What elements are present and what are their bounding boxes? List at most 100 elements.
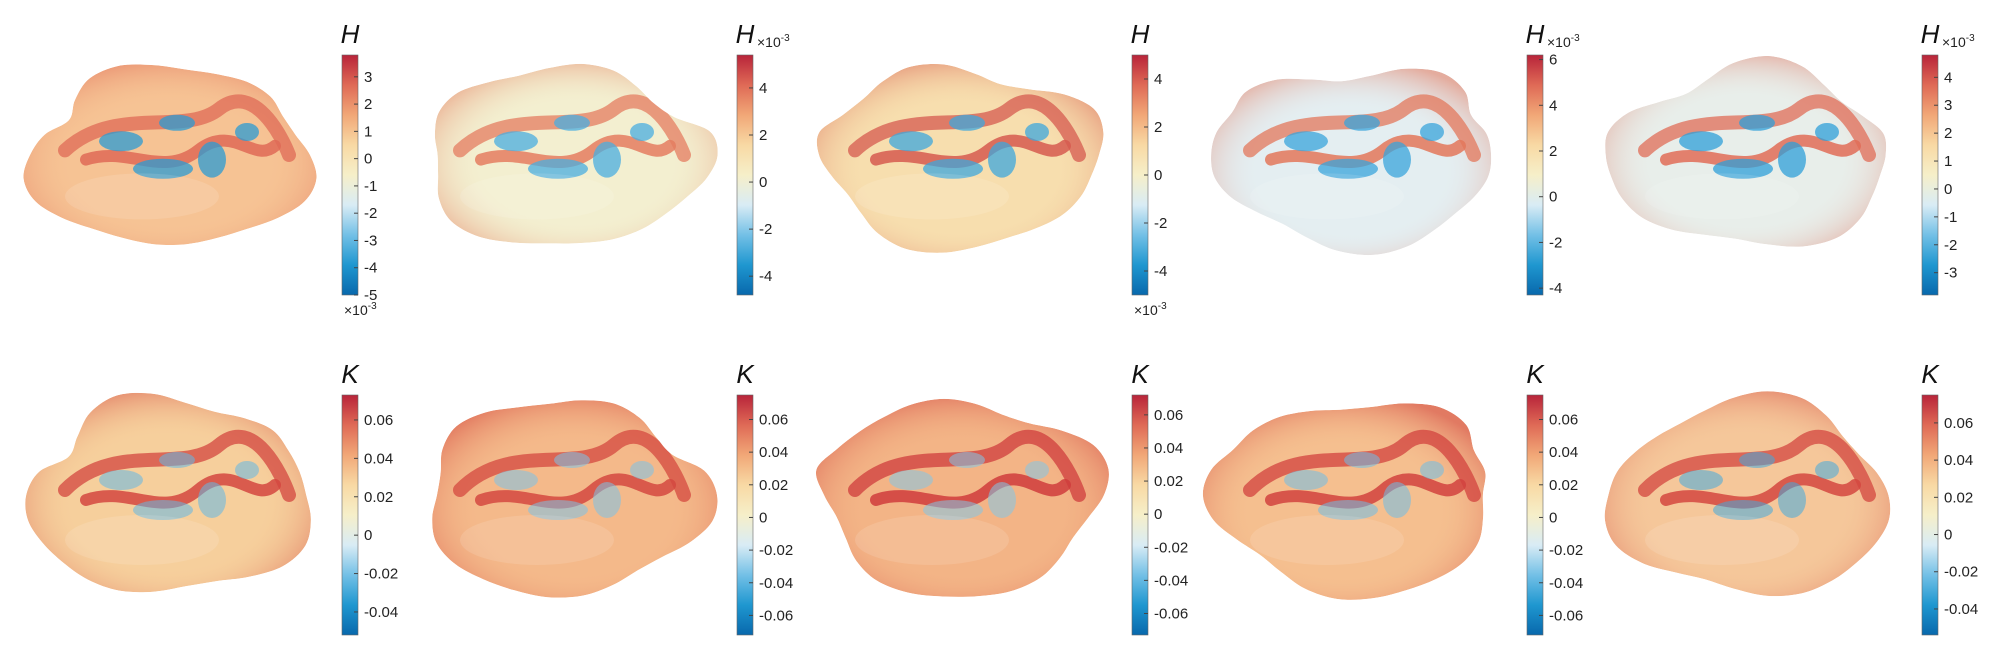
colorbar-tick-label: -4 [759, 268, 772, 285]
colorbar-gradient [341, 394, 359, 636]
colorbar-tick-label: 0.06 [1944, 415, 1973, 432]
colorbar-tick-label: 2 [1549, 143, 1557, 160]
tooth-surface [1604, 391, 1891, 597]
panel-h-1: H 3 2 1 0 -1 -2 -3 -4 -5×10-3 [23, 19, 377, 318]
colorbar-gradient [341, 54, 359, 296]
colorbar-title: H [341, 19, 360, 49]
panel-h-5: H 4 3 2 1 0 -1 -2 -3 ×10-3 [1605, 19, 1975, 296]
colorbar-tick-label: 1 [364, 123, 372, 140]
colorbar-tick-label: -0.02 [364, 566, 398, 583]
colorbar-tick-label: -2 [1549, 234, 1562, 251]
colorbar-tick-label: 2 [364, 96, 372, 113]
colorbar-title: H [1921, 19, 1940, 49]
colorbar: H 3 2 1 0 -1 -2 -3 -4 -5×10-3 [341, 19, 378, 318]
colorbar-gradient [736, 54, 754, 296]
colorbar-tick-label: 0.04 [364, 450, 393, 467]
colorbar-title: H [736, 19, 755, 49]
colorbar-gradient [1526, 394, 1544, 636]
colorbar-tick-label: 0.02 [1549, 477, 1578, 494]
tooth-surface [25, 392, 311, 593]
colorbar-tick-label: 6 [1549, 52, 1557, 69]
panel-k-4: K 0.06 0.04 0.02 0 -0.02 -0.04 -0.06 [1202, 359, 1583, 636]
colorbar-tick-label: 0.02 [759, 477, 788, 494]
colorbar-tick-label: -3 [364, 232, 377, 249]
colorbar-tick-label: 0.04 [1549, 444, 1578, 461]
colorbar-title: H [1526, 19, 1545, 49]
colorbar-tick-label: -0.06 [759, 607, 793, 624]
panel-k-3: K 0.06 0.04 0.02 0 -0.02 -0.04 -0.06 [815, 359, 1188, 636]
colorbar-tick-label: 0.04 [759, 444, 788, 461]
tooth-surface [815, 398, 1109, 597]
colorbar-tick-label: -2 [1944, 237, 1957, 254]
tooth-surface [1202, 403, 1486, 600]
panel-k-1: K 0.06 0.04 0.02 0 -0.02 -0.04 [25, 359, 398, 636]
colorbar-exponent: ×10-3 [344, 301, 377, 318]
colorbar-gradient [1921, 394, 1939, 636]
colorbar-tick-label: 0.06 [1549, 411, 1578, 428]
colorbar-tick-label: 1 [1944, 153, 1952, 170]
colorbar-tick-label: 0.02 [1944, 489, 1973, 506]
colorbar-tick-label: 0 [759, 509, 767, 526]
colorbar-tick-label: -2 [1154, 215, 1167, 232]
colorbar-tick-label: 0.04 [1154, 440, 1183, 457]
colorbar: H 4 2 0 -2 -4 ×10-3 [736, 19, 790, 296]
colorbar-tick-label: -0.02 [1944, 564, 1978, 581]
colorbar-tick-label: 2 [1944, 125, 1952, 142]
colorbar-tick-label: -0.04 [1154, 572, 1188, 589]
tooth-surface [1605, 55, 1887, 247]
colorbar-tick-label: -5 [364, 287, 377, 304]
colorbar-tick-label: 0 [759, 174, 767, 191]
colorbar: K 0.06 0.04 0.02 0 -0.02 -0.04 -0.06 [1131, 359, 1188, 636]
colorbar-tick-label: -2 [759, 221, 772, 238]
colorbar-tick-label: 3 [1944, 97, 1952, 114]
colorbar-tick-label: -2 [364, 205, 377, 222]
colorbar-tick-label: -1 [1944, 209, 1957, 226]
colorbar-tick-label: 0.06 [1154, 407, 1183, 424]
colorbar-tick-label: 4 [1154, 71, 1162, 88]
colorbar-title: K [1921, 359, 1940, 389]
panel-h-4: H6 4 2 0 -2 -4 ×10-3 [1211, 19, 1580, 297]
colorbar-tick-label: -0.04 [364, 604, 398, 621]
colorbar-tick-label: -0.04 [1944, 601, 1978, 618]
tooth-surface [432, 400, 718, 598]
panel-h-2: H 4 2 0 -2 -4 ×10-3 [434, 19, 790, 296]
panel-h-3: H 4 2 0 -2 -4 ×10-3 [816, 19, 1167, 318]
colorbar-title: K [1526, 359, 1545, 389]
colorbar-tick-label: -0.02 [1549, 542, 1583, 559]
colorbar-tick-label: 0 [364, 151, 372, 168]
colorbar-tick-label: 4 [1944, 69, 1952, 86]
colorbar-tick-label: 0 [364, 527, 372, 544]
colorbar-tick-label: 0 [1944, 527, 1952, 544]
tooth-surface [1211, 68, 1492, 256]
colorbar-title: H [1131, 19, 1150, 49]
colorbar-tick-label: -0.02 [759, 542, 793, 559]
colorbar-exponent: ×10-3 [1547, 33, 1580, 50]
colorbar: K 0.06 0.04 0.02 0 -0.02 -0.04 [1921, 359, 1978, 636]
colorbar-exponent: ×10-3 [757, 33, 790, 50]
panel-k-2: K 0.06 0.04 0.02 0 -0.02 -0.04 -0.06 [432, 359, 793, 636]
colorbar: H6 4 2 0 -2 -4 ×10-3 [1526, 19, 1580, 297]
colorbar-tick-label: 0.04 [1944, 452, 1973, 469]
colorbar-exponent: ×10-3 [1942, 33, 1975, 50]
colorbar-tick-label: 2 [759, 127, 767, 144]
colorbar: K 0.06 0.04 0.02 0 -0.02 -0.04 -0.06 [1526, 359, 1583, 636]
colorbar-tick-label: -4 [364, 260, 377, 277]
colorbar-tick-label: -3 [1944, 265, 1957, 282]
colorbar-tick-label: -4 [1154, 263, 1167, 280]
colorbar-gradient [1526, 54, 1544, 296]
colorbar: K 0.06 0.04 0.02 0 -0.02 -0.04 [341, 359, 398, 636]
colorbar-tick-label: 0.02 [364, 489, 393, 506]
colorbar-tick-label: 0 [1549, 509, 1557, 526]
tooth-surface [816, 63, 1104, 253]
colorbar-tick-label: 4 [1549, 97, 1557, 114]
colorbar-tick-label: 0.06 [364, 412, 393, 429]
colorbar-tick-label: -0.04 [1549, 575, 1583, 592]
colorbar-title: K [341, 359, 360, 389]
colorbar-title: K [1131, 359, 1150, 389]
colorbar-tick-label: -0.06 [1154, 605, 1188, 622]
colorbar-title: K [736, 359, 755, 389]
colorbar-tick-label: 0.02 [1154, 473, 1183, 490]
colorbar-gradient [1921, 54, 1939, 296]
